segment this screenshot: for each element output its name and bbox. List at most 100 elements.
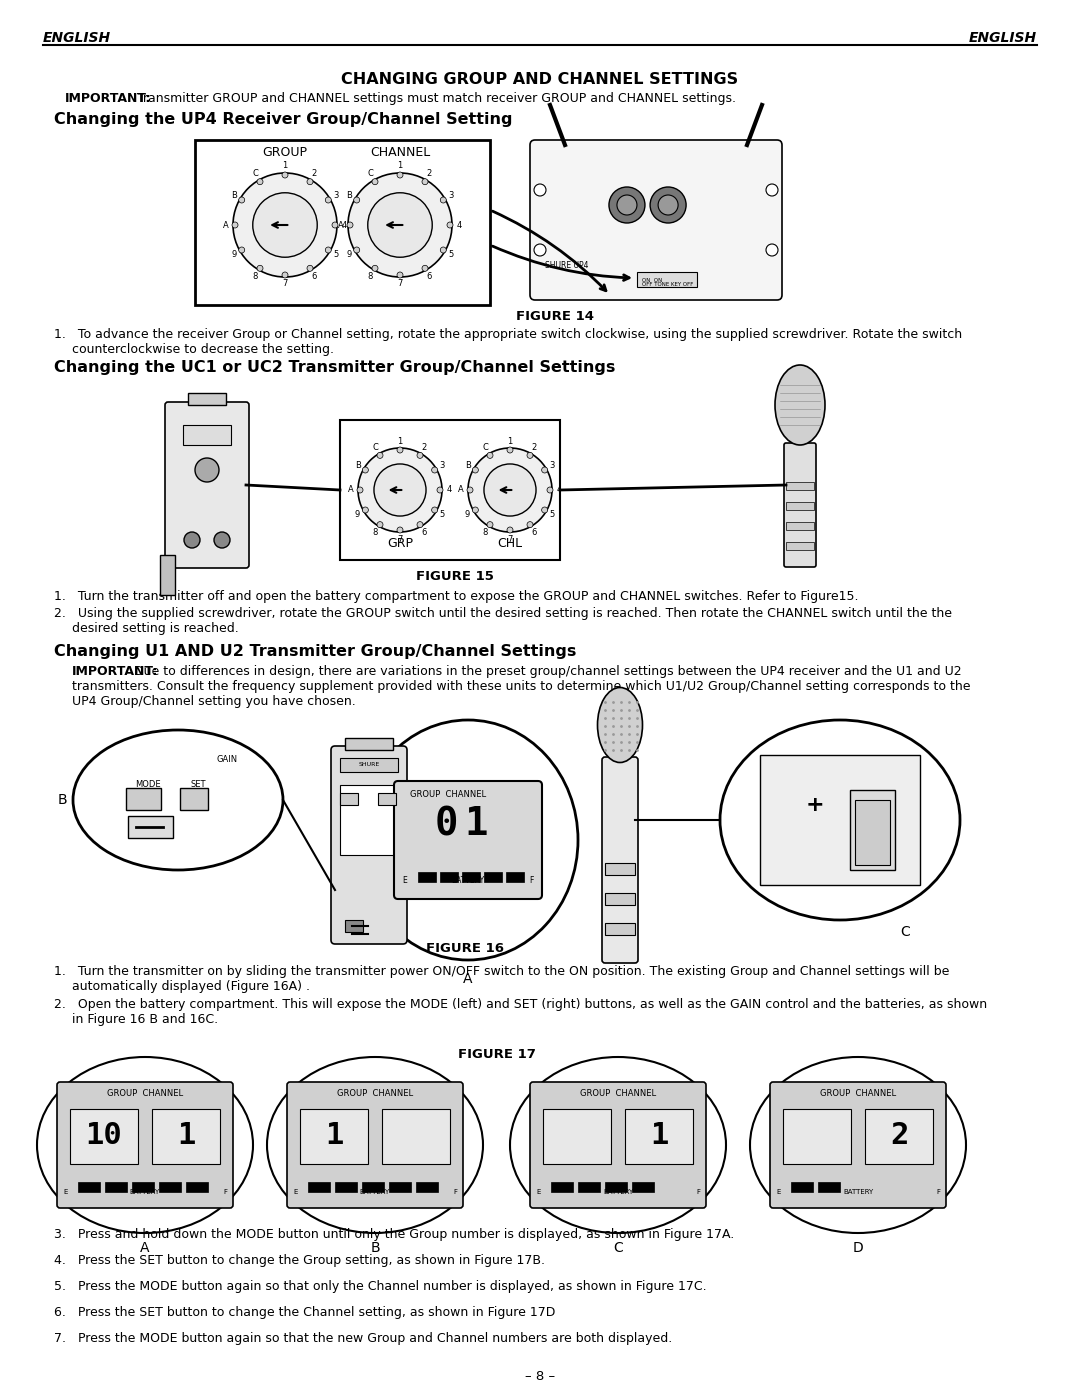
Text: 1: 1 [464, 805, 488, 842]
Circle shape [397, 172, 403, 177]
Text: E: E [777, 1189, 781, 1194]
Text: 5: 5 [334, 250, 339, 258]
Ellipse shape [597, 687, 643, 763]
Text: 4: 4 [457, 221, 461, 229]
Circle shape [766, 184, 778, 196]
Text: IMPORTANT:: IMPORTANT: [65, 92, 151, 105]
Text: SHURE: SHURE [359, 763, 380, 767]
Text: C: C [613, 1241, 623, 1255]
Text: F: F [936, 1189, 940, 1194]
Text: B: B [58, 793, 68, 807]
Ellipse shape [357, 719, 578, 960]
Bar [543, 1109, 611, 1164]
Bar [159, 1182, 181, 1192]
Circle shape [467, 488, 473, 493]
Circle shape [397, 447, 403, 453]
Text: FIGURE 16: FIGURE 16 [426, 942, 504, 956]
Bar [440, 872, 458, 882]
Circle shape [468, 448, 552, 532]
Circle shape [257, 265, 264, 271]
Text: 4: 4 [556, 486, 562, 495]
Bar [70, 1109, 138, 1164]
Circle shape [441, 197, 446, 203]
Circle shape [417, 521, 423, 528]
Text: A: A [463, 972, 473, 986]
Circle shape [609, 187, 645, 224]
Text: 7: 7 [397, 535, 403, 543]
Circle shape [282, 172, 288, 177]
Bar [786, 502, 814, 510]
FancyBboxPatch shape [770, 1083, 946, 1208]
Text: 7: 7 [397, 279, 403, 289]
Text: 9: 9 [355, 510, 361, 520]
Text: GROUP  CHANNEL: GROUP CHANNEL [337, 1090, 413, 1098]
Text: F: F [529, 876, 534, 886]
Text: ENGLISH: ENGLISH [969, 31, 1037, 45]
Text: E: E [402, 876, 407, 886]
Text: FIGURE 14: FIGURE 14 [516, 310, 594, 323]
Bar [551, 1182, 573, 1192]
Bar [129, 816, 173, 838]
Bar [132, 1182, 154, 1192]
Text: D: D [852, 1241, 863, 1255]
Circle shape [357, 448, 442, 532]
Text: +: + [806, 795, 824, 814]
Text: BATTERY: BATTERY [360, 1189, 390, 1194]
Text: ENGLISH: ENGLISH [43, 31, 111, 45]
Bar [605, 923, 635, 935]
Text: UP4 Group/Channel setting you have chosen.: UP4 Group/Channel setting you have chose… [72, 694, 355, 708]
Circle shape [353, 247, 360, 253]
Circle shape [507, 527, 513, 534]
Bar [335, 1182, 357, 1192]
Bar [786, 542, 814, 550]
Circle shape [239, 197, 245, 203]
FancyBboxPatch shape [530, 1083, 706, 1208]
Circle shape [357, 488, 363, 493]
Ellipse shape [775, 365, 825, 446]
FancyBboxPatch shape [760, 754, 920, 886]
Text: 2: 2 [890, 1122, 908, 1151]
Bar [786, 482, 814, 490]
Circle shape [353, 197, 360, 203]
Bar [791, 1182, 813, 1192]
Text: C: C [900, 925, 909, 939]
Text: 3: 3 [448, 191, 454, 200]
Circle shape [377, 453, 383, 458]
Circle shape [332, 222, 338, 228]
Bar [818, 1182, 840, 1192]
Bar [636, 272, 697, 286]
Circle shape [214, 532, 230, 548]
Circle shape [348, 173, 453, 277]
Text: F: F [453, 1189, 457, 1194]
Circle shape [432, 467, 437, 474]
Bar [340, 793, 357, 805]
Text: SHURE UP4: SHURE UP4 [545, 261, 589, 270]
Text: GRP: GRP [387, 536, 413, 550]
Bar [188, 393, 226, 405]
Text: A: A [140, 1241, 150, 1255]
Bar [507, 872, 524, 882]
Circle shape [368, 193, 432, 257]
Text: GROUP  CHANNEL: GROUP CHANNEL [107, 1090, 184, 1098]
Circle shape [397, 272, 403, 278]
Text: desired setting is reached.: desired setting is reached. [72, 622, 239, 636]
Bar [180, 788, 208, 810]
Text: MODE: MODE [135, 780, 161, 789]
Circle shape [239, 247, 245, 253]
Text: CHANNEL: CHANNEL [369, 147, 430, 159]
Text: E: E [293, 1189, 297, 1194]
Text: 1: 1 [177, 1122, 195, 1151]
Bar [362, 1182, 384, 1192]
Bar [152, 1109, 220, 1164]
Bar [578, 1182, 600, 1192]
Text: 3: 3 [440, 461, 445, 469]
Text: IMPORTANT:: IMPORTANT: [72, 665, 159, 678]
Text: 2: 2 [422, 443, 427, 453]
FancyBboxPatch shape [530, 140, 782, 300]
Text: A: A [338, 221, 343, 229]
Circle shape [487, 521, 492, 528]
Circle shape [397, 527, 403, 534]
Bar [462, 872, 480, 882]
Bar [786, 522, 814, 529]
Circle shape [253, 193, 318, 257]
